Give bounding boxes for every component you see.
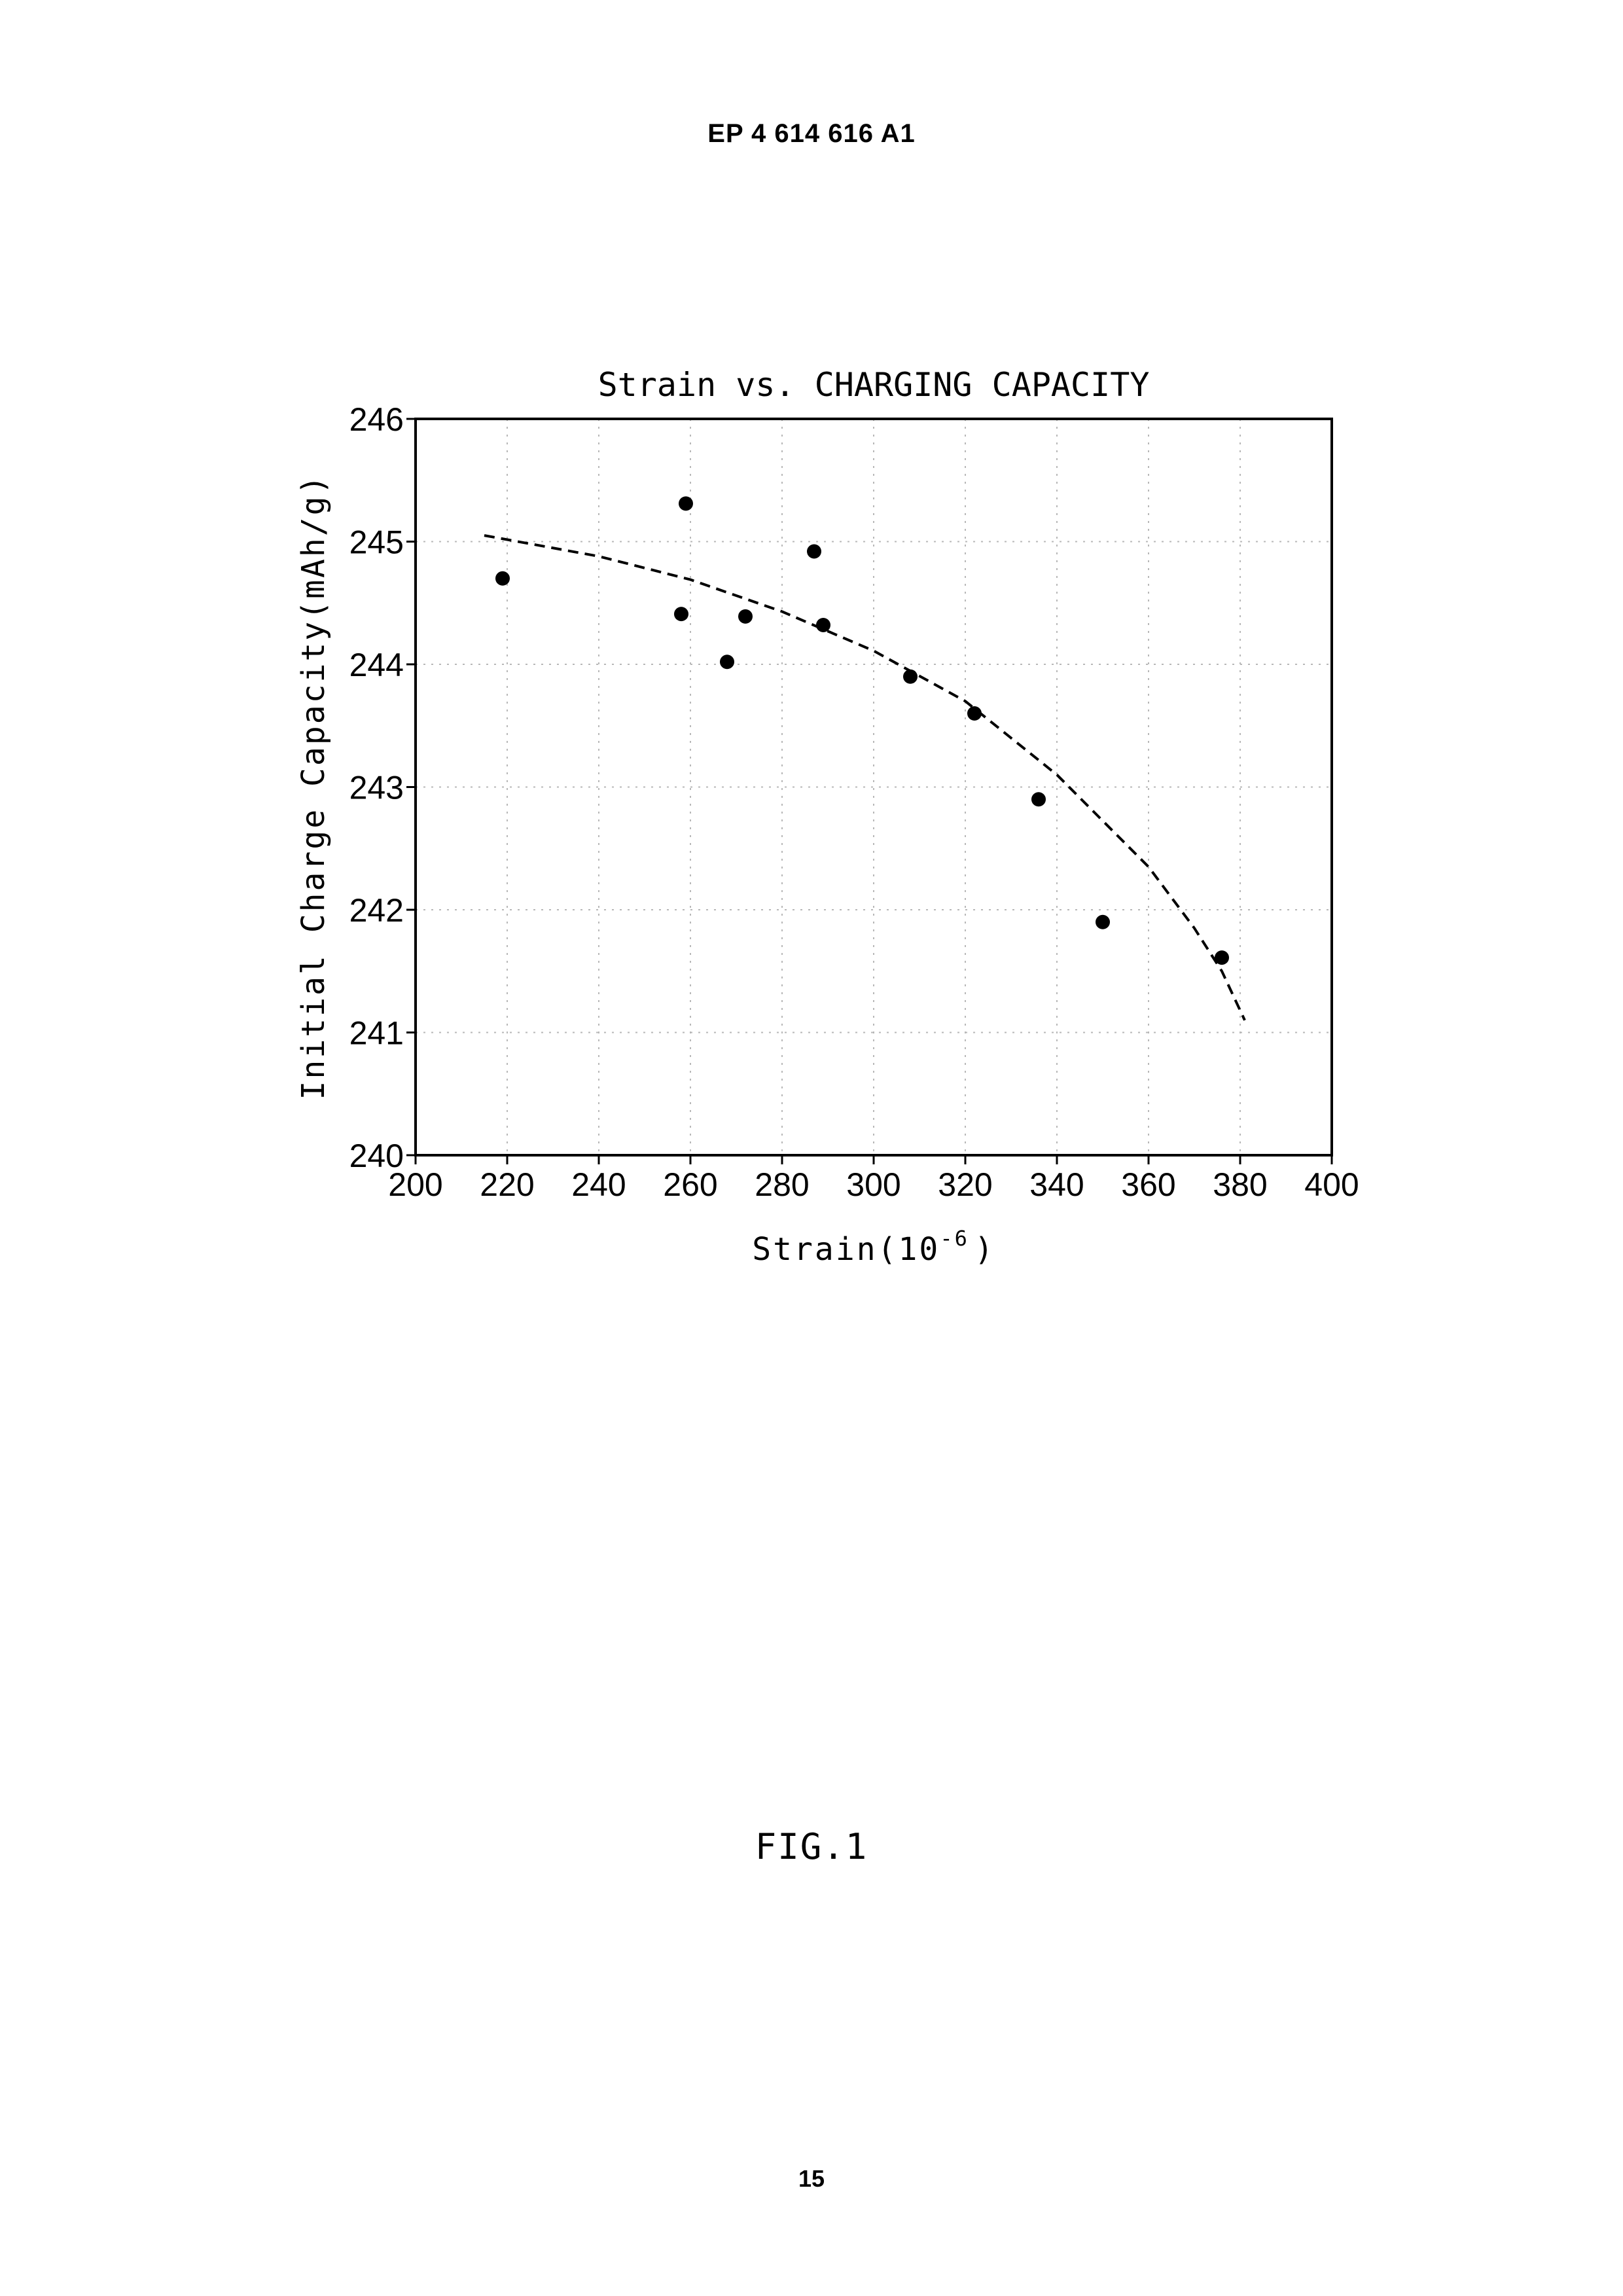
chart-title: Strain vs. CHARGING CAPACITY (598, 366, 1150, 404)
page-number: 15 (798, 2165, 825, 2192)
data-point (1215, 950, 1229, 965)
data-point (903, 669, 918, 684)
x-tick-label: 380 (1213, 1166, 1267, 1203)
scatter-chart: 200 220 240 260 280 300 320 340 360 380 400 240 241… (295, 366, 1359, 1268)
y-tick-label: 242 (349, 892, 404, 929)
figure-caption: FIG.1 (755, 1826, 868, 1867)
x-axis-title-close: ) (974, 1231, 995, 1268)
x-tick-label: 240 (571, 1166, 626, 1203)
y-axis-title: Initial Charge Capacity(mAh/g) (295, 474, 332, 1100)
trend-line (484, 534, 1246, 1021)
x-axis-title-exponent: -6 (940, 1226, 969, 1251)
y-tick-label: 244 (349, 647, 404, 683)
data-point (674, 607, 688, 622)
y-ticks: 240 241 242 243 244 245 246 (349, 401, 416, 1174)
y-tick-label: 240 (349, 1138, 404, 1174)
patent-number-header: EP 4 614 616 A1 (707, 119, 916, 148)
x-tick-label: 220 (480, 1166, 534, 1203)
data-point (807, 544, 821, 559)
x-tick-label: 300 (846, 1166, 901, 1203)
data-point (720, 655, 734, 670)
y-tick-label: 246 (349, 401, 404, 438)
data-point (1031, 792, 1046, 807)
x-ticks: 200 220 240 260 280 300 320 340 360 380 400 (388, 1155, 1359, 1203)
data-point (816, 618, 830, 632)
y-tick-label: 245 (349, 524, 404, 561)
x-tick-label: 320 (938, 1166, 992, 1203)
x-tick-label: 340 (1029, 1166, 1084, 1203)
data-point (1096, 914, 1110, 929)
y-tick-label: 241 (349, 1015, 404, 1052)
y-tick-label: 243 (349, 770, 404, 806)
data-point (495, 571, 510, 586)
x-tick-label: 360 (1121, 1166, 1175, 1203)
data-point (738, 609, 753, 624)
grid-lines (416, 419, 1332, 1155)
data-points (495, 496, 1229, 965)
x-tick-label: 260 (663, 1166, 717, 1203)
x-axis-title-base: Strain(10 (752, 1231, 940, 1268)
x-tick-label: 200 (388, 1166, 442, 1203)
data-point (679, 496, 693, 511)
x-tick-label: 400 (1304, 1166, 1359, 1203)
data-point (967, 706, 982, 721)
x-tick-label: 280 (755, 1166, 809, 1203)
x-axis-title: Strain(10-6) (752, 1226, 995, 1268)
